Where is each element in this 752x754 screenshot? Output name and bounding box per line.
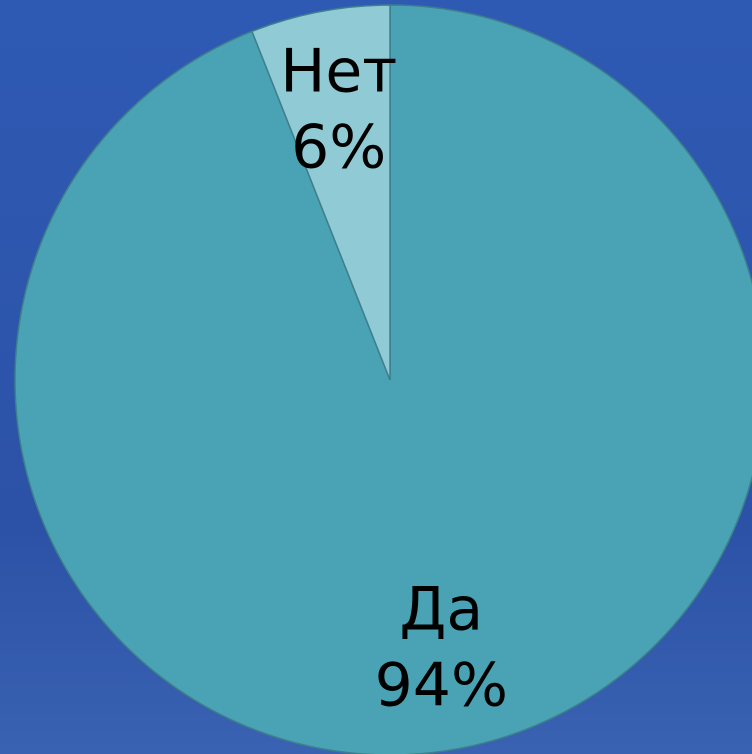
pie-slice	[250, 4, 391, 381]
slice-name: Да	[399, 574, 483, 644]
pie-slice	[14, 4, 752, 754]
slice-value-label: 6%	[291, 113, 386, 183]
slice-name: Нет	[280, 37, 397, 107]
slice-value-label: 94%	[375, 650, 508, 720]
pie	[14, 4, 752, 754]
